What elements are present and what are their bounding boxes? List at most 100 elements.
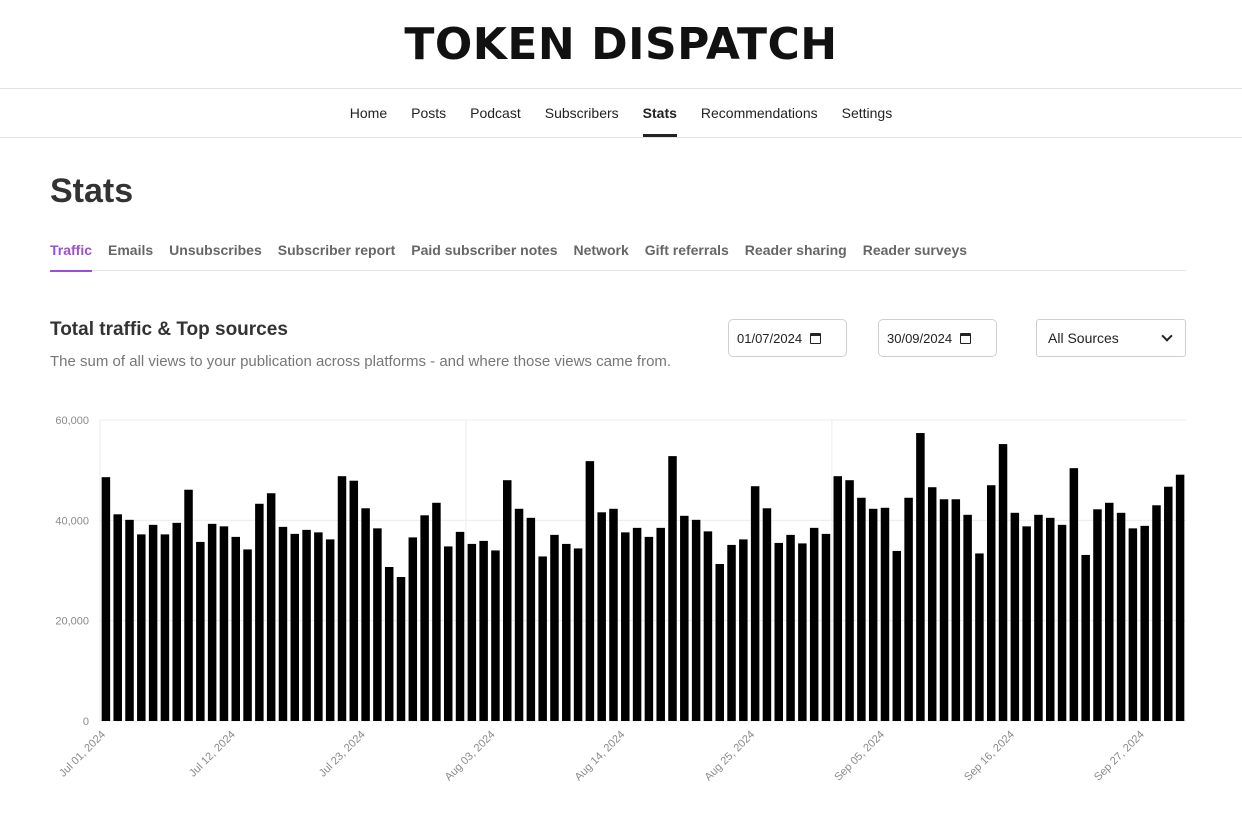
chart-bar[interactable] <box>1164 486 1173 721</box>
chart-bar[interactable] <box>868 508 878 721</box>
tab-subscriber-report[interactable]: Subscriber report <box>277 242 396 258</box>
chart-bar[interactable] <box>172 522 181 721</box>
chart-bar[interactable] <box>1105 502 1114 721</box>
chart-bar[interactable] <box>231 536 240 721</box>
chart-bar[interactable] <box>550 534 559 721</box>
chart-bar[interactable] <box>503 480 512 721</box>
chart-bar[interactable] <box>455 531 465 721</box>
chart-bar[interactable] <box>739 539 748 721</box>
chart-bar[interactable] <box>373 528 382 721</box>
chart-bar[interactable] <box>609 508 618 721</box>
end-date-input[interactable]: 30/09/2024 <box>878 319 997 357</box>
chart-bar[interactable] <box>278 526 288 721</box>
chart-bar[interactable] <box>691 519 701 721</box>
chart-bar[interactable] <box>562 543 571 721</box>
nav-posts[interactable]: Posts <box>411 105 447 121</box>
chart-bar[interactable] <box>680 515 689 721</box>
chart-bar[interactable] <box>986 485 996 721</box>
chart-bar[interactable] <box>255 503 264 721</box>
chart-bar[interactable] <box>597 512 606 721</box>
tab-emails[interactable]: Emails <box>108 242 154 258</box>
tab-reader-sharing[interactable]: Reader sharing <box>744 242 847 258</box>
chart-bar[interactable] <box>573 548 583 721</box>
nav-home[interactable]: Home <box>349 105 388 121</box>
chart-bar[interactable] <box>774 542 783 721</box>
chart-bar[interactable] <box>314 532 323 721</box>
chart-bar[interactable] <box>1152 505 1161 721</box>
chart-bar[interactable] <box>892 550 902 721</box>
chart-bar[interactable] <box>266 493 276 721</box>
chart-bar[interactable] <box>833 476 843 721</box>
chart-bar[interactable] <box>715 563 724 721</box>
chart-bar[interactable] <box>1175 474 1185 721</box>
chart-bar[interactable] <box>325 539 335 721</box>
chart-bar[interactable] <box>1010 512 1020 721</box>
chart-bar[interactable] <box>1140 525 1149 721</box>
chart-bar[interactable] <box>927 487 937 721</box>
chart-bar[interactable] <box>1116 512 1126 721</box>
chart-bar[interactable] <box>219 526 229 721</box>
chart-bar[interactable] <box>727 544 736 721</box>
chart-bar[interactable] <box>750 486 760 721</box>
chart-bar[interactable] <box>1093 509 1102 721</box>
tab-reader-surveys[interactable]: Reader surveys <box>862 242 968 258</box>
chart-bar[interactable] <box>337 476 347 721</box>
chart-bar[interactable] <box>160 534 170 721</box>
chart-bar[interactable] <box>420 515 429 721</box>
chart-bar[interactable] <box>290 533 300 721</box>
calendar-icon[interactable] <box>810 332 822 344</box>
publication-title[interactable]: TOKEN DISPATCH <box>404 18 838 70</box>
chart-bar[interactable] <box>656 527 665 721</box>
chart-bar[interactable] <box>632 527 642 721</box>
nav-settings[interactable]: Settings <box>841 105 893 121</box>
chart-bar[interactable] <box>644 536 654 721</box>
chart-bar[interactable] <box>880 507 890 721</box>
tab-paid-subscriber-notes[interactable]: Paid subscriber notes <box>411 242 558 258</box>
source-select[interactable]: All Sources <box>1036 319 1186 357</box>
calendar-icon[interactable] <box>960 332 972 344</box>
chart-bar[interactable] <box>904 497 913 721</box>
chart-bar[interactable] <box>396 577 406 721</box>
chart-bar[interactable] <box>1034 514 1043 721</box>
chart-bar[interactable] <box>668 456 677 721</box>
nav-recommendations[interactable]: Recommendations <box>700 105 818 121</box>
chart-bar[interactable] <box>408 537 418 721</box>
nav-podcast[interactable]: Podcast <box>470 105 521 121</box>
chart-bar[interactable] <box>1046 517 1055 721</box>
chart-bar[interactable] <box>585 461 595 721</box>
chart-bar[interactable] <box>621 532 630 721</box>
chart-bar[interactable] <box>786 534 795 721</box>
chart-bar[interactable] <box>349 480 359 721</box>
chart-bar[interactable] <box>538 556 547 721</box>
chart-bar[interactable] <box>1057 524 1067 721</box>
start-date-input[interactable]: 01/07/2024 <box>728 319 847 357</box>
chart-bar[interactable] <box>1081 554 1090 721</box>
chart-bar[interactable] <box>207 523 217 721</box>
chart-bar[interactable] <box>1128 528 1138 721</box>
chart-bar[interactable] <box>821 533 831 721</box>
chart-bar[interactable] <box>916 433 925 721</box>
chart-bar[interactable] <box>845 480 854 721</box>
chart-bar[interactable] <box>243 549 252 721</box>
chart-bar[interactable] <box>148 524 158 721</box>
chart-bar[interactable] <box>939 499 949 721</box>
tab-unsubscribes[interactable]: Unsubscribes <box>169 242 262 258</box>
chart-bar[interactable] <box>196 541 205 721</box>
chart-bar[interactable] <box>526 517 536 721</box>
tab-network[interactable]: Network <box>573 242 629 258</box>
chart-bar[interactable] <box>998 444 1008 721</box>
chart-bar[interactable] <box>703 531 713 721</box>
chart-bar[interactable] <box>467 543 477 721</box>
chart-bar[interactable] <box>302 529 311 721</box>
tab-traffic[interactable]: Traffic <box>50 237 93 272</box>
chart-bar[interactable] <box>125 519 134 721</box>
chart-bar[interactable] <box>432 502 441 721</box>
chart-bar[interactable] <box>514 508 524 721</box>
chart-bar[interactable] <box>443 546 453 721</box>
chart-bar[interactable] <box>1022 526 1031 721</box>
chart-bar[interactable] <box>963 514 972 721</box>
chart-bar[interactable] <box>384 566 394 721</box>
chart-bar[interactable] <box>361 508 370 721</box>
chart-bar[interactable] <box>137 534 146 721</box>
chart-bar[interactable] <box>798 543 807 721</box>
